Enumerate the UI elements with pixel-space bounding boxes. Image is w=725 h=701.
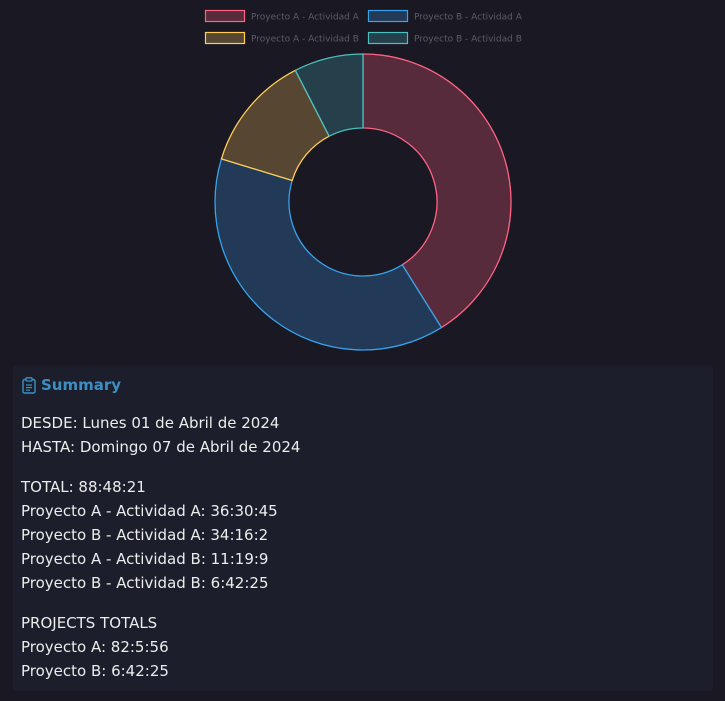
activity-total: Proyecto B - Actividad B: 6:42:25 <box>21 574 269 592</box>
legend-swatch <box>204 31 246 45</box>
legend-label: Proyecto B - Actividad A <box>414 13 523 23</box>
activity-total: Proyecto B - Actividad A: 34:16:2 <box>21 526 269 544</box>
legend-item[interactable]: Proyecto B - Actividad B <box>367 31 522 45</box>
doughnut-slice[interactable] <box>362 53 512 329</box>
legend-swatch <box>367 9 409 23</box>
activity-total: Proyecto A - Actividad A: 36:30:45 <box>21 502 278 520</box>
summary-title: Summary <box>41 376 122 394</box>
legend-swatch <box>204 9 246 23</box>
legend-item[interactable]: Proyecto B - Actividad A <box>367 9 523 23</box>
activity-total: Proyecto A - Actividad B: 11:19:9 <box>21 550 269 568</box>
total-time: TOTAL: 88:48:21 <box>21 478 146 496</box>
clipboard-icon <box>22 376 36 394</box>
projects-totals-heading: PROJECTS TOTALS <box>21 614 158 632</box>
legend-label: Proyecto A - Actividad A <box>251 13 360 23</box>
date-from: DESDE: Lunes 01 de Abril de 2024 <box>21 414 280 432</box>
project-total: Proyecto B: 6:42:25 <box>21 662 169 680</box>
doughnut-chart: Proyecto A - Actividad A Proyecto B - Act… <box>204 9 523 351</box>
legend-label: Proyecto A - Actividad B <box>251 35 359 45</box>
project-total: Proyecto A: 82:5:56 <box>21 638 169 656</box>
summary-panel: Summary DESDE: Lunes 01 de Abril de 2024… <box>13 366 713 691</box>
legend-label: Proyecto B - Actividad B <box>414 35 522 45</box>
doughnut-slice[interactable] <box>214 158 443 351</box>
chart-svg: Proyecto A - Actividad A Proyecto B - Act… <box>204 9 523 351</box>
legend-swatch <box>367 31 409 45</box>
legend-item[interactable]: Proyecto A - Actividad B <box>204 31 359 45</box>
legend-item[interactable]: Proyecto A - Actividad A <box>204 9 360 23</box>
doughnut-slice[interactable] <box>294 53 364 137</box>
summary-header: Summary <box>22 374 121 396</box>
date-to: HASTA: Domingo 07 de Abril de 2024 <box>21 438 301 456</box>
